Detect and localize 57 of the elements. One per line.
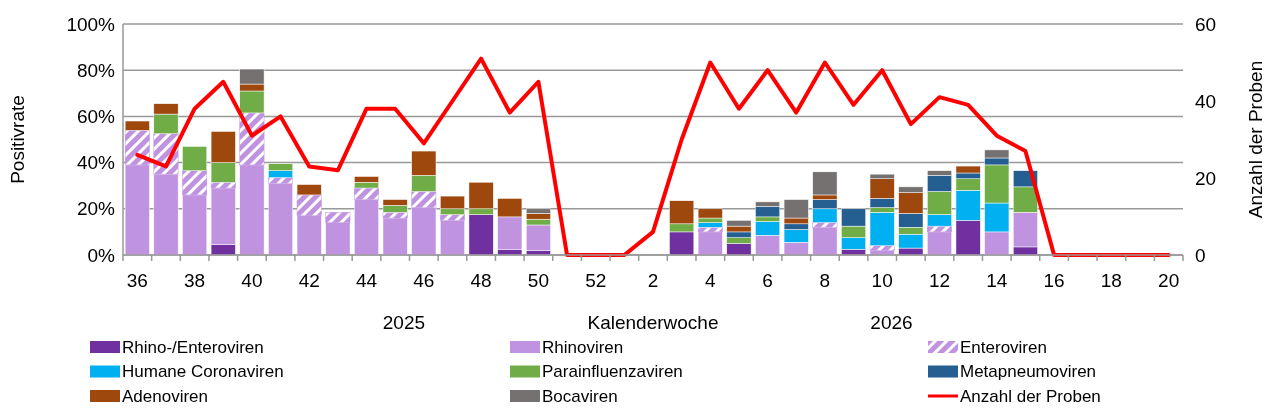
- legend-label: Rhino-/Enteroviren: [122, 337, 264, 357]
- x-tick-label: 2: [647, 270, 659, 291]
- x-tick-label: 16: [1043, 270, 1065, 291]
- bar: [812, 227, 838, 256]
- x-tick-label: 52: [585, 270, 607, 291]
- x-tick-label: 44: [355, 270, 378, 291]
- x-tick-label: 46: [413, 270, 435, 291]
- y2-tick-label: 20: [1195, 167, 1217, 189]
- x-tick-label: 14: [986, 270, 1008, 291]
- x-tick-label: 18: [1100, 270, 1122, 291]
- bar: [869, 245, 895, 251]
- x-tick-label: 4: [705, 270, 717, 291]
- x-tick-label: 36: [126, 270, 148, 291]
- x-tick-label: 42: [298, 270, 320, 291]
- text: 2025: [382, 312, 426, 333]
- y2-tick-label: 60: [1195, 13, 1217, 35]
- x-tick-label: 50: [527, 270, 549, 291]
- y-tick-label: 40%: [76, 152, 116, 174]
- y2-tick-label: 40: [1195, 90, 1217, 112]
- y-tick-label: 60%: [76, 106, 116, 128]
- bar: [525, 224, 551, 251]
- bar: [697, 208, 723, 219]
- bar: [296, 184, 322, 196]
- text: 2026: [870, 312, 913, 333]
- x-tick-label: 48: [470, 270, 492, 291]
- x-tick-label: 20: [1158, 270, 1180, 291]
- bar: [382, 217, 408, 256]
- x-tick-label: 40: [241, 270, 263, 291]
- x-tick-label: 6: [762, 270, 773, 291]
- y-tick-label: 80%: [76, 59, 116, 81]
- bar: [697, 222, 723, 228]
- legend-label: Metapneumoviren: [960, 362, 1097, 382]
- legend-label: Bocaviren: [542, 386, 618, 406]
- legend-label: Anzahl der Proben: [960, 386, 1101, 406]
- x-tick-label: 8: [819, 270, 831, 291]
- legend-label: Parainfluenzaviren: [542, 362, 683, 382]
- x-tick-label: 38: [184, 270, 206, 291]
- legend-label: Humane Coronaviren: [122, 362, 284, 382]
- legend-label: Adenoviren: [122, 386, 209, 406]
- x-tick-label: 12: [928, 270, 951, 291]
- x-axis-title: Kalenderwoche: [587, 312, 719, 333]
- bar: [182, 146, 208, 171]
- y-tick-label: 20%: [76, 198, 116, 220]
- bar: [812, 171, 838, 196]
- legend-label: Rhinoviren: [542, 337, 624, 357]
- bar: [697, 231, 723, 256]
- bar: [124, 120, 150, 131]
- line-series: [135, 56, 1171, 257]
- bar: [927, 231, 952, 256]
- x-tick-label: 10: [871, 270, 893, 291]
- y-axis-title: Positivrate: [7, 95, 28, 184]
- bar: [869, 212, 895, 247]
- y2-axis-title: Anzahl der Proben: [1245, 60, 1266, 219]
- y2-tick-label: 0: [1195, 244, 1206, 266]
- y-tick-label: 0%: [87, 244, 116, 266]
- legend-label: Enteroviren: [960, 337, 1047, 357]
- y-tick-label: 100%: [66, 13, 116, 35]
